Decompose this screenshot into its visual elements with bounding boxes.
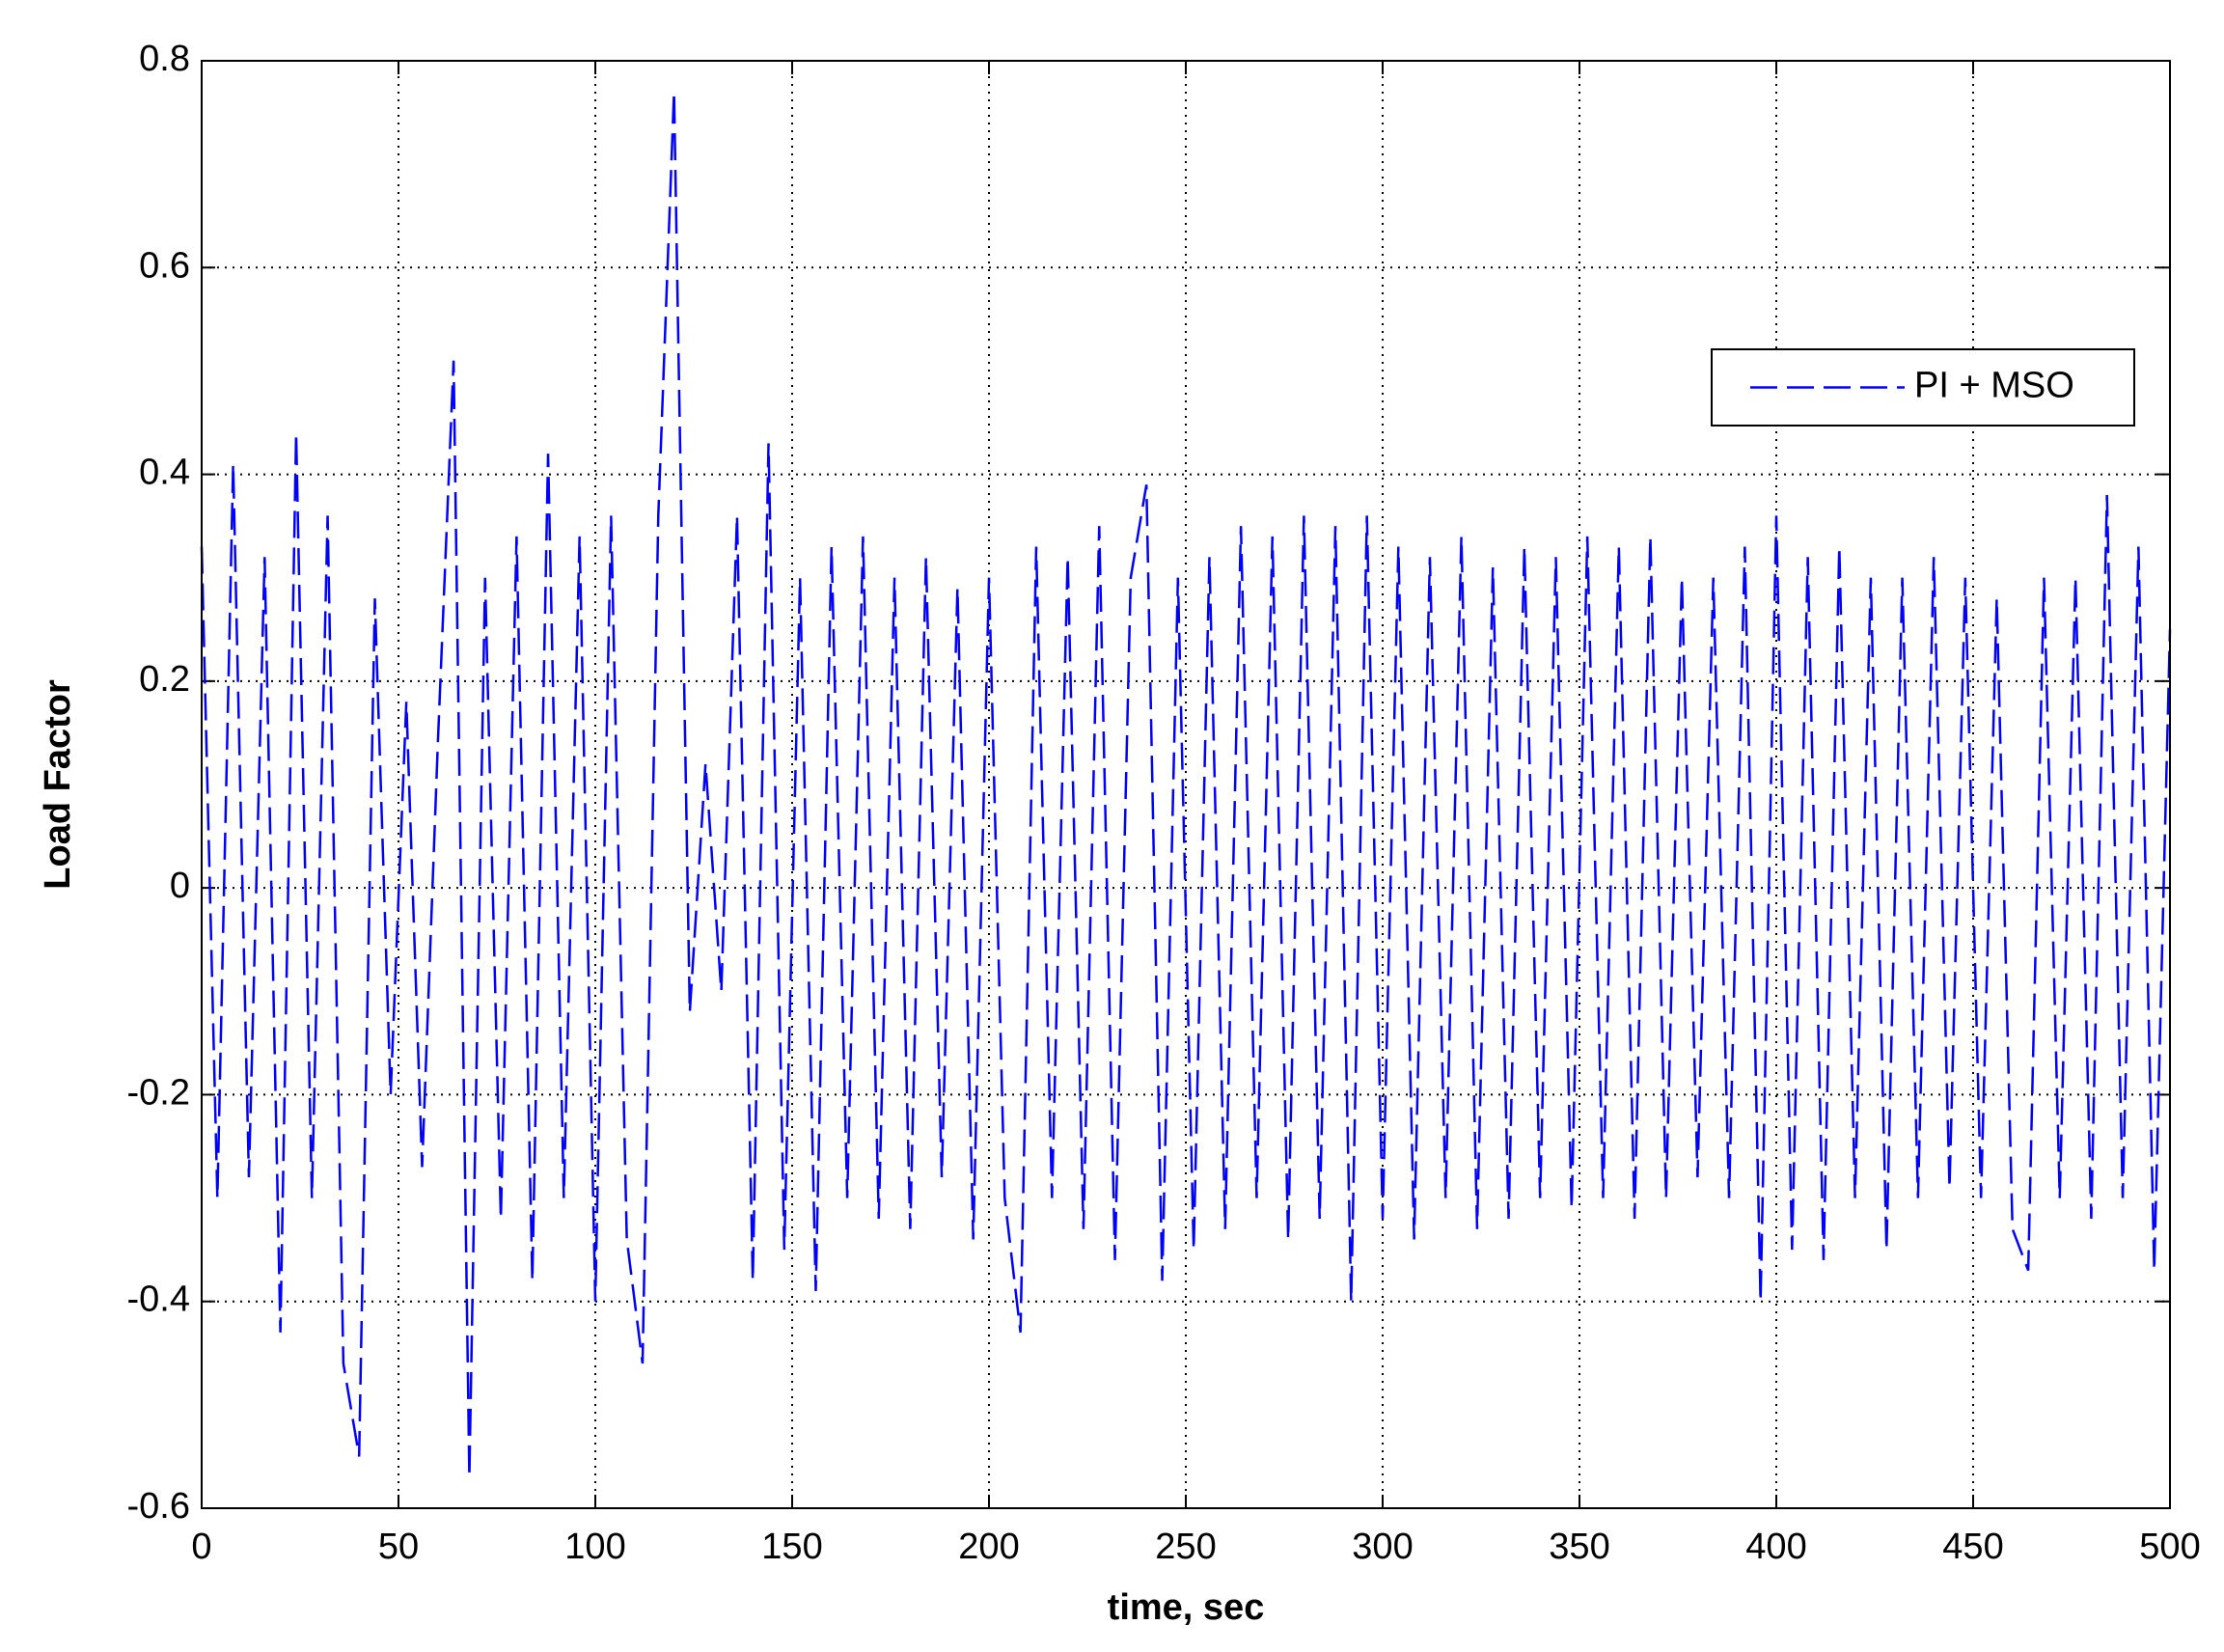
x-tick-label: 450 — [1942, 1527, 2003, 1567]
x-tick-label: 400 — [1745, 1527, 1806, 1567]
x-tick-label: 250 — [1155, 1527, 1216, 1567]
y-tick-label: 0 — [170, 866, 190, 906]
legend-label: PI + MSO — [1914, 366, 2074, 406]
y-tick-label: 0.8 — [139, 39, 190, 79]
legend-box — [1711, 348, 2135, 427]
data-line — [200, 92, 2172, 1477]
x-tick-label: 0 — [191, 1527, 211, 1567]
x-tick-label: 300 — [1352, 1527, 1413, 1567]
y-tick-label: 0.2 — [139, 659, 190, 700]
y-tick-label: -0.4 — [127, 1280, 190, 1320]
y-tick-label: 0.4 — [139, 453, 190, 493]
plot-frame — [201, 60, 2171, 1509]
x-tick-label: 150 — [761, 1527, 822, 1567]
x-axis-label: time, sec — [1108, 1587, 1265, 1628]
x-tick-label: 200 — [958, 1527, 1019, 1567]
x-tick-label: 50 — [378, 1527, 419, 1567]
y-axis-label: Load Factor — [38, 679, 78, 890]
x-tick-label: 350 — [1549, 1527, 1609, 1567]
y-tick-label: 0.6 — [139, 245, 190, 286]
y-tick-label: -0.6 — [127, 1486, 190, 1527]
x-tick-label: 100 — [564, 1527, 625, 1567]
y-tick-label: -0.2 — [127, 1072, 190, 1113]
x-tick-label: 500 — [2139, 1527, 2200, 1567]
